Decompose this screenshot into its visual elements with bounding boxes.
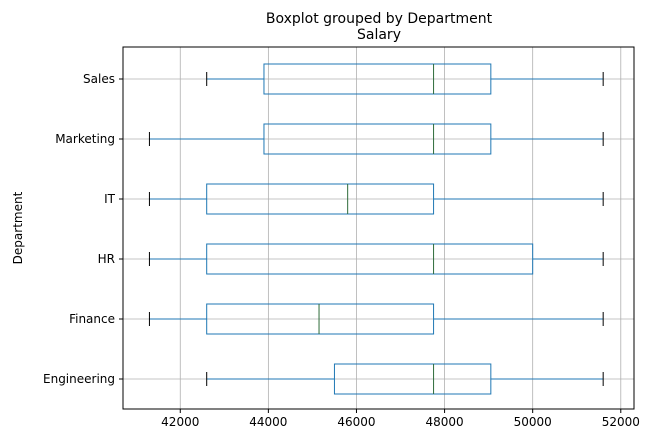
- y-tick-label: HR: [98, 252, 115, 266]
- box-iqr: [263, 123, 492, 155]
- box-iqr: [333, 363, 492, 395]
- y-axis-ticks: Sales Marketing IT HR Finance Engineering: [43, 72, 123, 386]
- x-tick-label: 42000: [161, 415, 199, 429]
- box-iqr: [206, 183, 435, 215]
- box-sales: [206, 63, 604, 95]
- y-axis-label: Department: [11, 191, 25, 264]
- box-marketing: [148, 123, 604, 155]
- x-tick-label: 48000: [425, 415, 463, 429]
- y-tick-label: Finance: [69, 312, 115, 326]
- plot-frame: [122, 46, 635, 410]
- x-tick-label: 50000: [514, 415, 552, 429]
- box-iqr: [206, 303, 435, 335]
- box-finance: [148, 303, 604, 335]
- y-tick-label: Marketing: [55, 132, 115, 146]
- box-hr: [148, 243, 604, 275]
- box-iqr: [206, 243, 534, 275]
- y-tick-label: Engineering: [43, 372, 115, 386]
- chart-suptitle: Boxplot grouped by Department: [266, 11, 493, 27]
- y-tick-label: IT: [104, 192, 116, 206]
- x-tick-label: 52000: [602, 415, 640, 429]
- x-tick-label: 46000: [337, 415, 375, 429]
- box-it: [148, 183, 604, 215]
- y-tick-label: Sales: [83, 72, 115, 86]
- grid-lines: [123, 47, 634, 409]
- box-iqr: [263, 63, 492, 95]
- box-group: [148, 63, 604, 395]
- x-tick-label: 44000: [249, 415, 287, 429]
- box-engineering: [206, 363, 604, 395]
- x-axis-ticks: 42000 44000 46000 48000 50000 52000: [161, 409, 640, 429]
- chart-title: Salary: [357, 27, 401, 43]
